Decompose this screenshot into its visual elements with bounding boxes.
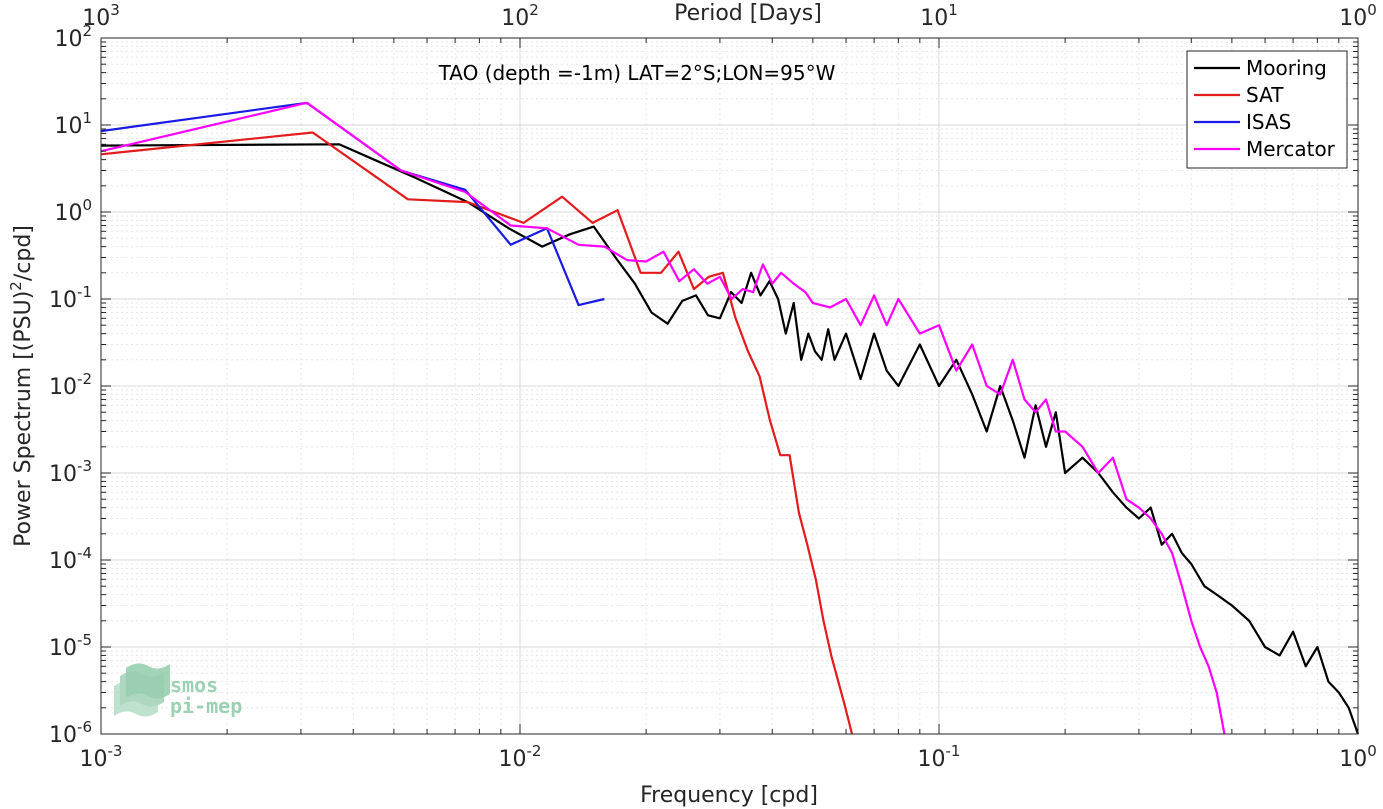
legend-label-mooring: Mooring <box>1246 56 1327 80</box>
y-tick-label: 10-3 <box>49 457 92 487</box>
series-line-mercator <box>100 101 1226 735</box>
x-tick-label: 10-1 <box>918 742 961 772</box>
y-tick-label: 10-2 <box>49 370 92 400</box>
x2-tick-label: 100 <box>1339 1 1377 31</box>
x-tick-label: 10-3 <box>80 742 123 772</box>
x-tick-label: 10-2 <box>499 742 542 772</box>
x2-tick-label: 103 <box>82 1 120 31</box>
axis-ticks <box>100 37 1359 735</box>
series-line-mooring <box>100 143 1360 735</box>
chart-title: TAO (depth =-1m) LAT=2°S;LON=95°W <box>438 61 836 85</box>
logo-text-pimep: pi-mep <box>170 694 242 718</box>
smos-pimep-logo: smos pi-mep <box>114 663 242 718</box>
logo-wave-icon-3 <box>126 663 170 699</box>
y-tick-label: 100 <box>54 196 92 226</box>
legend-label-sat: SAT <box>1246 83 1284 107</box>
series-lines <box>100 101 1360 735</box>
x-tick-label: 100 <box>1339 742 1377 772</box>
y-tick-label: 102 <box>54 22 92 52</box>
x-axis-label: Frequency [cpd] <box>640 783 818 808</box>
legend-label-mercator: Mercator <box>1246 137 1336 161</box>
y-tick-label: 10-6 <box>49 718 92 748</box>
y-tick-label: 10-1 <box>49 283 92 313</box>
x2-tick-label: 102 <box>501 1 539 31</box>
logo-text-smos: smos <box>170 673 218 697</box>
y-axis-label: Power Spectrum [(PSU)2/cpd] <box>7 225 36 547</box>
x2-tick-label: 101 <box>920 1 958 31</box>
legend-label-isas: ISAS <box>1246 110 1291 134</box>
y-tick-label: 101 <box>54 109 92 139</box>
x2-axis-label: Period [Days] <box>674 1 822 26</box>
y-tick-label: 10-5 <box>49 631 92 661</box>
legend: Mooring SAT ISAS Mercator <box>1186 50 1348 169</box>
y-tick-label: 10-4 <box>49 544 92 574</box>
